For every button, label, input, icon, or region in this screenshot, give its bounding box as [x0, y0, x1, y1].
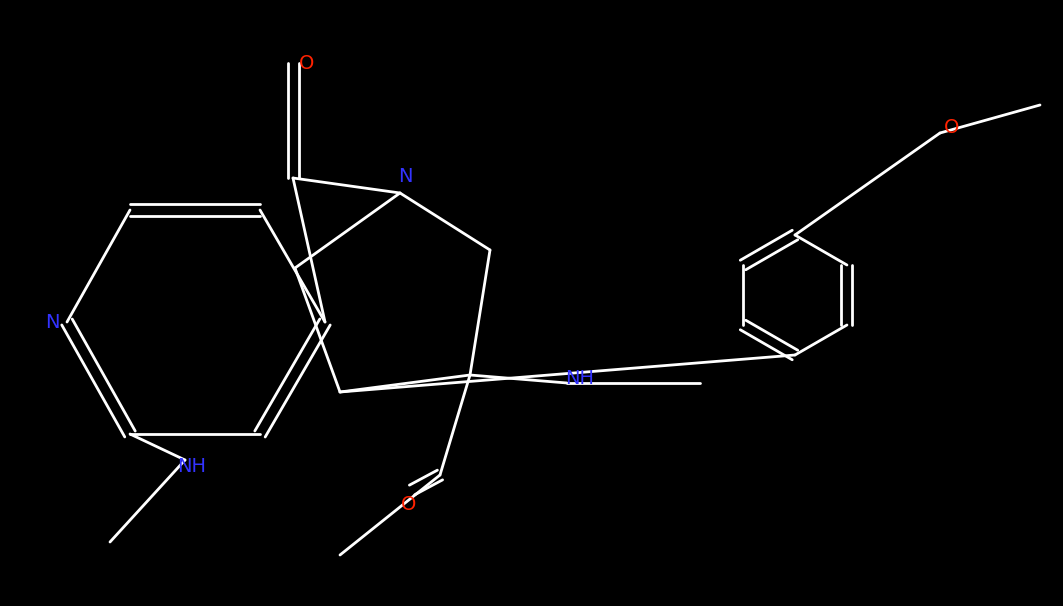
Text: N: N — [398, 167, 412, 185]
Text: O: O — [402, 496, 417, 514]
Text: O: O — [300, 53, 315, 73]
Text: O: O — [944, 118, 960, 136]
Text: NH: NH — [178, 458, 206, 476]
Text: NH: NH — [566, 368, 594, 387]
Text: N: N — [45, 313, 60, 331]
